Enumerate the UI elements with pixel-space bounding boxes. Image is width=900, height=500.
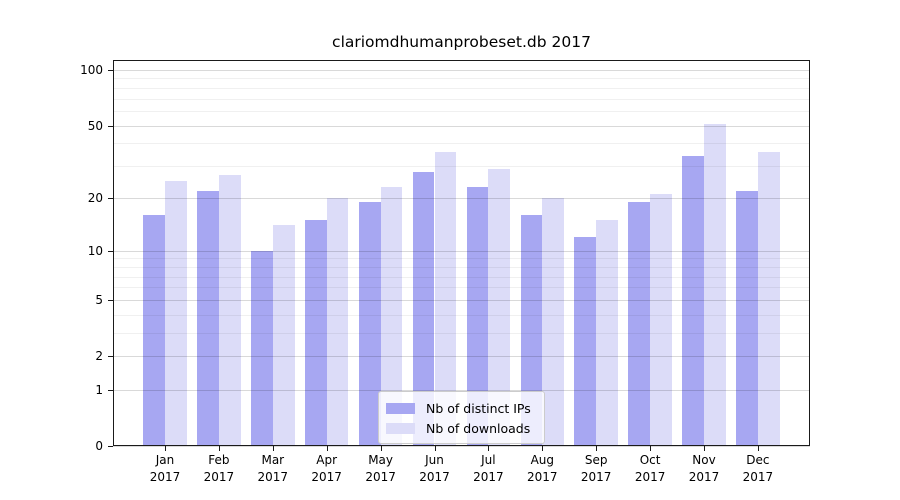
x-tick-mark xyxy=(757,446,759,451)
bar-downloads-dec xyxy=(757,151,780,446)
x-tick-label: Jul 2017 xyxy=(473,453,504,484)
x-tick-label: Nov 2017 xyxy=(688,453,720,484)
y-tick-mark xyxy=(108,125,113,127)
legend-label-distinct-ips: Nb of distinct IPs xyxy=(426,400,531,416)
chart-title: clariomdhumanprobeset.db 2017 xyxy=(332,33,591,51)
bar-ips-jul xyxy=(466,187,489,446)
legend-item-downloads: Nb of downloads xyxy=(386,418,535,438)
bar-downloads-jun xyxy=(434,151,457,446)
x-tick-label: Jan 2017 xyxy=(149,453,181,484)
bar-downloads-nov xyxy=(704,124,726,446)
x-tick-mark xyxy=(650,446,652,451)
y-tick-mark xyxy=(108,300,113,302)
y-tick-label: 2 xyxy=(95,349,103,364)
y-tick-mark xyxy=(108,356,113,358)
bar-ips-mar xyxy=(251,250,273,446)
x-tick-mark xyxy=(326,446,328,451)
y-tick-mark xyxy=(108,446,113,447)
x-tick-mark xyxy=(596,446,598,451)
x-tick-mark xyxy=(380,446,382,451)
x-tick-label: Feb 2017 xyxy=(203,453,235,484)
x-tick-label: May 2017 xyxy=(365,453,396,484)
y-tick-label: 1 xyxy=(95,382,103,397)
x-tick-label: Mar 2017 xyxy=(257,453,289,484)
bar-ips-sep xyxy=(574,237,597,446)
x-tick-label: Sep 2017 xyxy=(580,453,612,484)
y-tick-mark xyxy=(108,250,113,252)
bar-downloads-apr xyxy=(326,197,349,446)
x-tick-mark xyxy=(488,446,490,451)
bar-ips-jun xyxy=(412,171,435,446)
major-gridline xyxy=(113,446,810,447)
y-tick-label: 10 xyxy=(87,243,103,258)
legend: Nb of distinct IPs Nb of downloads xyxy=(378,391,545,444)
bar-ips-jan xyxy=(143,215,165,446)
x-tick-mark xyxy=(272,446,274,451)
bar-downloads-oct xyxy=(650,194,672,446)
minor-gridline xyxy=(113,78,810,80)
x-tick-label: Oct 2017 xyxy=(634,453,666,484)
bar-downloads-mar xyxy=(272,225,295,446)
x-tick-mark xyxy=(434,446,436,451)
bar-downloads-jan xyxy=(165,180,187,446)
y-tick-label: 5 xyxy=(95,293,103,308)
bar-downloads-jul xyxy=(488,168,511,446)
y-tick-mark xyxy=(108,70,113,71)
major-gridline xyxy=(113,70,810,71)
y-tick-label: 100 xyxy=(80,63,103,77)
bar-downloads-aug xyxy=(542,197,565,446)
legend-swatch-distinct-ips xyxy=(386,402,415,414)
minor-gridline xyxy=(113,111,810,113)
y-tick-label: 50 xyxy=(87,118,103,133)
y-tick-label: 0 xyxy=(95,439,103,453)
x-tick-label: Aug 2017 xyxy=(527,453,558,484)
x-tick-mark xyxy=(165,446,166,451)
x-tick-mark xyxy=(218,446,220,451)
legend-swatch-downloads xyxy=(386,422,415,434)
bar-downloads-sep xyxy=(596,220,618,446)
bar-ips-oct xyxy=(628,201,651,446)
bar-ips-feb xyxy=(197,190,219,446)
legend-item-distinct-ips: Nb of distinct IPs xyxy=(386,398,535,418)
bar-ips-nov xyxy=(682,156,704,446)
minor-gridline xyxy=(113,98,810,100)
x-tick-label: Dec 2017 xyxy=(742,453,774,484)
legend-label-downloads: Nb of downloads xyxy=(426,420,531,436)
bar-downloads-feb xyxy=(218,174,241,446)
y-tick-mark xyxy=(108,389,113,391)
bar-ips-aug xyxy=(520,215,543,446)
x-tick-label: Jun 2017 xyxy=(419,453,450,484)
y-tick-mark xyxy=(108,197,113,199)
bar-ips-may xyxy=(358,201,381,446)
x-tick-mark xyxy=(704,446,705,451)
x-tick-label: Apr 2017 xyxy=(311,453,342,484)
y-tick-label: 20 xyxy=(87,190,103,205)
bar-ips-dec xyxy=(736,190,758,446)
x-tick-mark xyxy=(542,446,544,451)
minor-gridline xyxy=(113,87,810,89)
bar-ips-apr xyxy=(304,220,327,446)
bar-downloads-may xyxy=(380,187,403,446)
